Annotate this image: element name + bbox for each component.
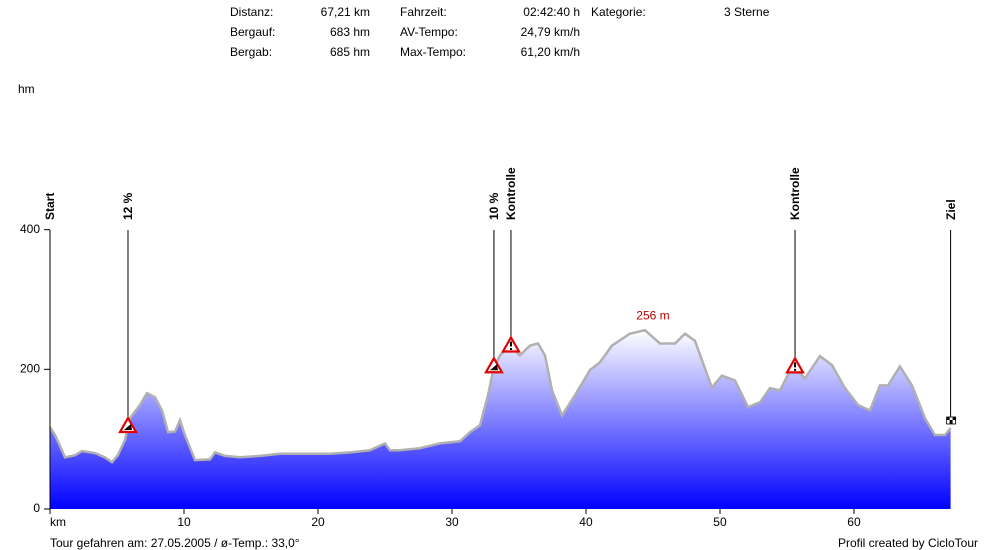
- icon-slope: [489, 364, 498, 371]
- x-axis-label: km: [50, 515, 66, 529]
- x-tick-label: 40: [579, 515, 593, 529]
- marker-icon: [946, 416, 956, 425]
- stat-value: 3 Sterne: [724, 5, 770, 19]
- icon-dot: [794, 368, 797, 371]
- x-tick-label: 30: [445, 515, 459, 529]
- marker-icon: [785, 356, 805, 374]
- marker-label: Kontrolle: [504, 167, 518, 220]
- y-tick-label: 200: [20, 362, 40, 376]
- stat-value: 24,79 km/h: [521, 25, 580, 39]
- icon-triangle: [484, 356, 504, 374]
- stat-label: Max-Tempo:: [400, 45, 466, 59]
- y-tick-label: 400: [20, 222, 40, 236]
- icon-bang: [794, 362, 797, 368]
- icon-dot: [509, 348, 512, 351]
- flag-checks: [946, 416, 956, 424]
- marker-icon: [484, 356, 504, 374]
- x-tick-label: 20: [311, 515, 325, 529]
- stat-label: Kategorie:: [591, 5, 646, 19]
- stat-value: 683 hm: [330, 25, 370, 39]
- elevation-line: [48, 328, 952, 464]
- stat-label: Distanz:: [230, 5, 273, 19]
- stat-value: 02:42:40 h: [523, 5, 580, 19]
- marker-label: 12 %: [121, 192, 135, 220]
- marker-label: Start: [43, 193, 57, 220]
- icon-triangle: [118, 415, 138, 434]
- marker-icon: [118, 415, 138, 434]
- stat-value: 685 hm: [330, 45, 370, 59]
- y-tick-label: 0: [33, 501, 40, 515]
- stat-label: Bergab:: [230, 45, 272, 59]
- icon-bang: [509, 341, 512, 347]
- stat-label: Bergauf:: [230, 25, 275, 39]
- max-label: 256 m: [636, 308, 669, 322]
- footer-left: Tour gefahren am: 27.05.2005 / ø-Temp.: …: [50, 536, 300, 550]
- x-tick-label: 60: [847, 515, 861, 529]
- marker-icon: [501, 335, 521, 353]
- stat-label: Fahrzeit:: [400, 5, 447, 19]
- marker-label: Ziel: [944, 199, 958, 220]
- stat-label: AV-Tempo:: [400, 25, 458, 39]
- stat-value: 61,20 km/h: [521, 45, 580, 59]
- icon-slope: [123, 423, 132, 430]
- x-tick-label: 50: [713, 515, 727, 529]
- y-axis-label: hm: [18, 82, 35, 96]
- elevation-area: [50, 330, 951, 509]
- marker-label: Kontrolle: [788, 167, 802, 220]
- stat-value: 67,21 km: [321, 5, 370, 19]
- footer-right: Profil created by CicloTour: [838, 536, 978, 550]
- marker-label: 10 %: [487, 192, 501, 220]
- x-tick-label: 10: [177, 515, 191, 529]
